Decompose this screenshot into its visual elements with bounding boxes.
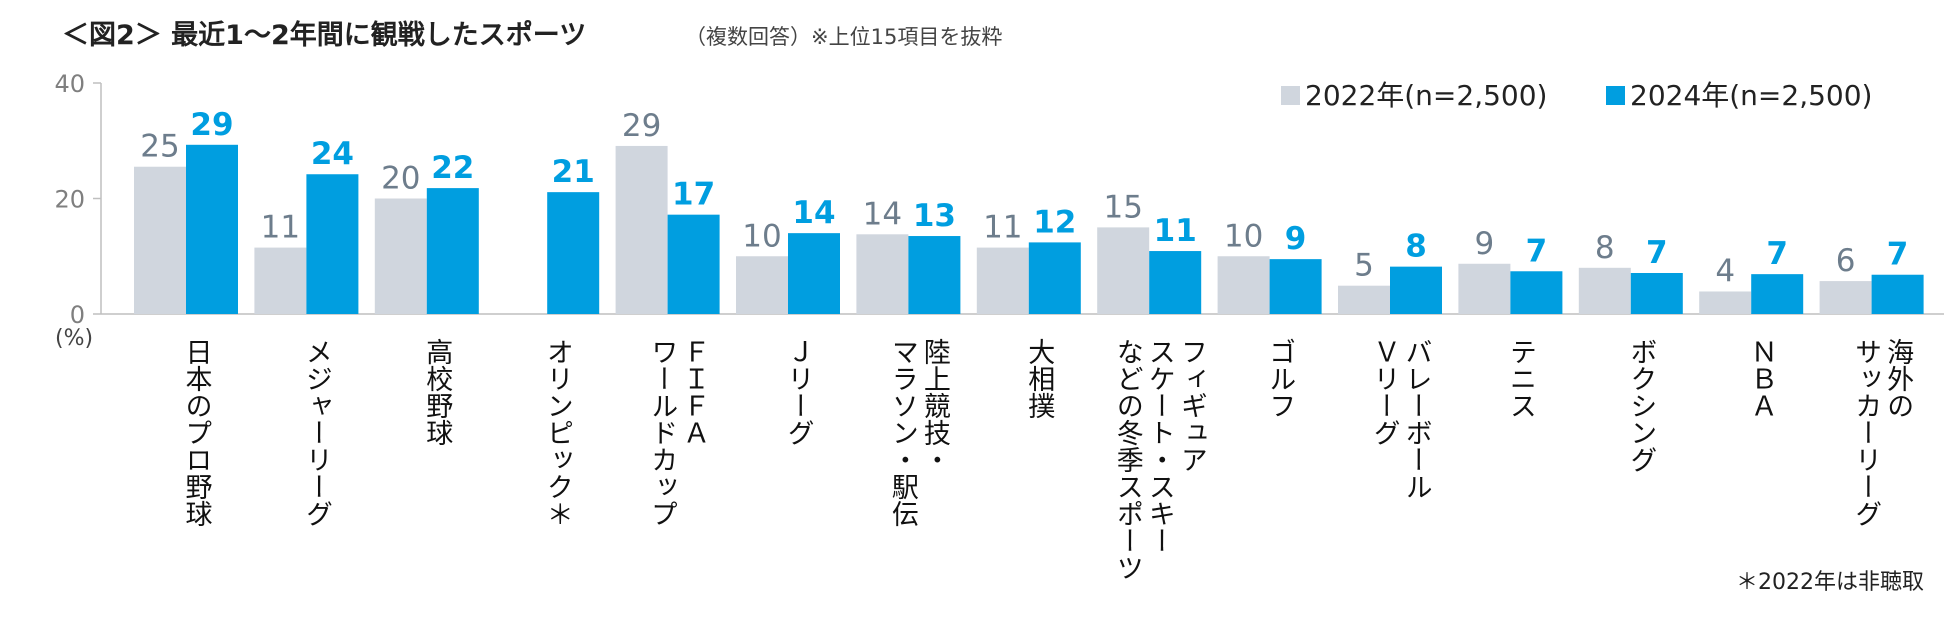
data-label-2024: 17 [672, 177, 715, 213]
bar-2022 [254, 247, 307, 314]
category-label: ＦＩＦＡ [678, 338, 709, 446]
category-label: ＮＢＡ [1746, 338, 1777, 419]
legend-label-2022: 2022年(n=2,500) [1305, 79, 1547, 112]
category-label: メジャーリーグ [301, 338, 332, 527]
data-label-2024: 7 [1526, 233, 1548, 269]
category-label: オリンピック＊ [542, 338, 573, 527]
bar-2024 [1871, 274, 1924, 314]
data-label-2022: 14 [863, 196, 902, 232]
legend-label-2024: 2024年(n=2,500) [1630, 79, 1872, 112]
data-label-2022: 15 [1103, 189, 1142, 225]
data-label-2022: 11 [983, 210, 1022, 246]
category-label: ワールドカップ [646, 338, 677, 527]
y-tick-label: 0 [70, 301, 85, 329]
category-label: Ｊリーグ [783, 338, 814, 446]
data-label-2024: 9 [1285, 221, 1307, 257]
chart-subtitle: （複数回答）※上位15項目を抜粋 [685, 25, 1002, 49]
bar-2024 [1510, 271, 1563, 314]
data-label-2024: 29 [190, 107, 233, 143]
bar-2024 [1149, 251, 1202, 314]
bar-2022 [1338, 285, 1390, 314]
bar-2022 [1097, 227, 1150, 314]
data-label-2024: 7 [1766, 236, 1788, 272]
category-label: マラソン・駅伝 [887, 338, 919, 527]
bar-2024 [1630, 272, 1683, 314]
bar-2024 [186, 144, 238, 314]
data-label-2022: 6 [1836, 243, 1856, 279]
data-label-2024: 8 [1405, 229, 1427, 265]
bar-2024 [547, 192, 600, 314]
data-label-2024: 7 [1887, 237, 1909, 273]
bar-2022 [1458, 263, 1511, 314]
category-label: サッカーリーグ [1850, 338, 1881, 527]
bar-2024 [667, 214, 720, 314]
y-axis-unit-label: (%) [55, 326, 93, 351]
bar-2022 [1578, 267, 1631, 314]
y-tick-label: 20 [54, 186, 85, 214]
legend-swatch-2022 [1281, 86, 1300, 105]
data-label-2022: 10 [1224, 218, 1263, 254]
category-label: テニス [1505, 338, 1536, 419]
data-label-2022: 9 [1475, 226, 1495, 262]
data-label-2024: 24 [311, 136, 354, 172]
bar-2024 [1390, 266, 1442, 314]
data-label-2022: 8 [1595, 230, 1615, 266]
bar-2024 [306, 174, 359, 314]
bar-2022 [1217, 256, 1270, 314]
data-label-2024: 21 [552, 154, 595, 190]
bar-2024 [1751, 274, 1804, 314]
legend: 2022年(n=2,500) 2024年(n=2,500) [1281, 79, 1872, 112]
bar-2022 [374, 198, 427, 314]
bar-2022 [134, 166, 186, 314]
category-label: 高校野球 [421, 338, 453, 446]
data-label-2024: 13 [913, 198, 956, 234]
bar-2022 [1819, 281, 1872, 314]
chart-title: ＜図2＞ 最近1～2年間に観戦したスポーツ [62, 19, 586, 51]
data-label-2024: 7 [1646, 235, 1668, 271]
bar-2022 [976, 247, 1029, 314]
bar-2022 [1699, 291, 1752, 314]
bar-2024 [426, 188, 479, 314]
y-tick-label: 40 [54, 70, 85, 98]
data-label-2022: 11 [261, 210, 300, 246]
data-label-2024: 12 [1033, 204, 1076, 240]
category-label: 大相撲 [1023, 338, 1055, 419]
category-label: バレーボール [1401, 338, 1432, 500]
bar-2024 [1269, 259, 1322, 314]
data-label-2024: 14 [792, 195, 835, 231]
bar-2024 [1028, 242, 1081, 314]
data-label-2024: 11 [1154, 213, 1197, 249]
category-label: Ｖリーグ [1369, 338, 1400, 446]
footnote: ＊2022年は非聴取 [1736, 570, 1924, 595]
data-label-2022: 25 [140, 129, 179, 165]
data-label-2022: 10 [742, 218, 781, 254]
data-label-2024: 22 [431, 150, 474, 186]
data-label-2022: 29 [622, 108, 661, 144]
bar-2024 [908, 236, 961, 314]
category-label: ゴルフ [1264, 338, 1295, 419]
bar-2024 [788, 233, 840, 314]
data-label-2022: 5 [1354, 248, 1374, 284]
legend-swatch-2024 [1606, 86, 1625, 105]
category-label: ボクシング [1625, 338, 1656, 473]
category-label: スケート・スキー [1144, 338, 1175, 554]
category-label: などの冬季スポーツ [1112, 338, 1143, 581]
category-label: 海外の [1882, 338, 1913, 419]
category-label: 陸上競技・ [919, 338, 951, 473]
bar-2022 [615, 145, 668, 314]
category-label: 日本のプロ野球 [181, 338, 213, 527]
bar-2022 [856, 234, 909, 314]
category-label: フィギュア [1176, 338, 1207, 473]
data-label-2022: 4 [1715, 253, 1735, 289]
bar-2022 [736, 256, 788, 314]
data-label-2022: 20 [381, 161, 420, 197]
